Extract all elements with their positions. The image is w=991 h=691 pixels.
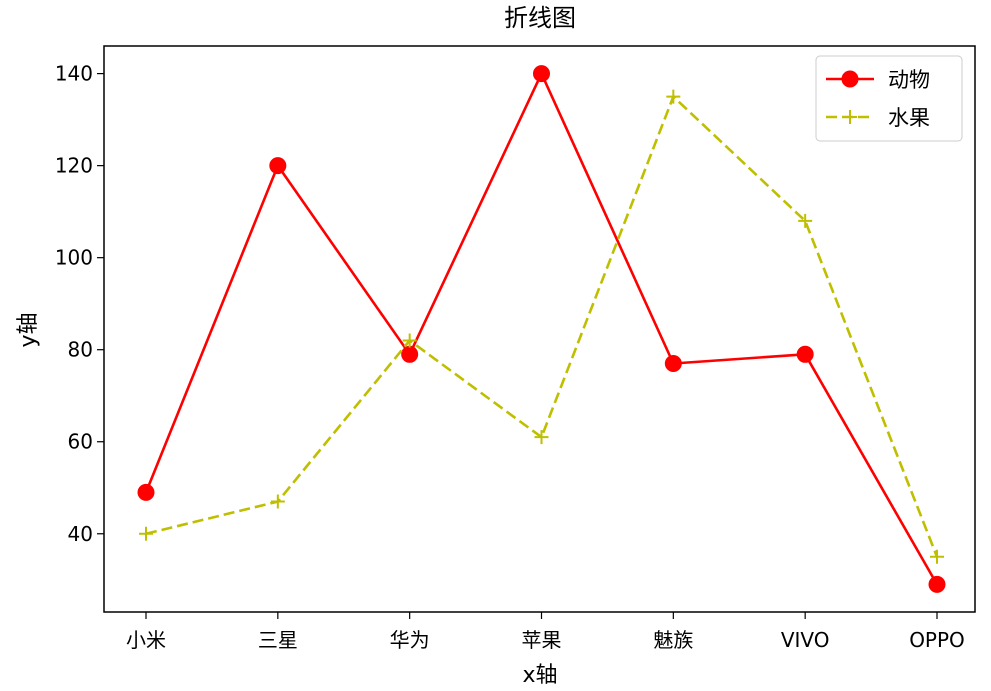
y-tick-label: 80 bbox=[68, 338, 93, 362]
data-point bbox=[930, 549, 944, 564]
x-tick-label: OPPO bbox=[909, 628, 965, 652]
x-tick-label: 魅族 bbox=[653, 628, 693, 652]
data-point bbox=[928, 575, 946, 593]
y-tick-label: 140 bbox=[55, 62, 93, 86]
x-axis-ticks: 小米 三星 华为 苹果 魅族 VIVO OPPO bbox=[126, 612, 965, 652]
data-point bbox=[402, 333, 417, 348]
x-axis-label: x轴 bbox=[522, 663, 557, 688]
y-tick-label: 120 bbox=[55, 154, 93, 178]
data-point bbox=[666, 89, 681, 104]
legend-label: 动物 bbox=[888, 68, 930, 92]
x-tick-label: 小米 bbox=[126, 628, 166, 652]
series-line bbox=[145, 95, 939, 558]
data-point bbox=[664, 355, 682, 373]
chart-title: 折线图 bbox=[504, 4, 576, 32]
legend-marker bbox=[843, 110, 857, 124]
data-point bbox=[533, 65, 550, 83]
data-point bbox=[137, 483, 155, 501]
data-point bbox=[798, 213, 813, 228]
x-tick-label: 华为 bbox=[390, 628, 430, 652]
data-point bbox=[270, 494, 285, 509]
y-tick-label: 60 bbox=[68, 430, 93, 454]
data-point bbox=[139, 526, 153, 541]
data-point bbox=[796, 345, 814, 363]
y-tick-label: 40 bbox=[68, 522, 93, 546]
y-axis-label: y轴 bbox=[16, 312, 41, 347]
data-point bbox=[269, 157, 287, 175]
data-point bbox=[534, 430, 549, 445]
y-tick-label: 100 bbox=[55, 246, 93, 270]
legend-label: 水果 bbox=[888, 106, 930, 130]
x-tick-label: 苹果 bbox=[522, 628, 562, 652]
legend-marker bbox=[841, 70, 859, 88]
x-tick-label: 三星 bbox=[258, 628, 298, 652]
x-tick-label: VIVO bbox=[781, 628, 830, 652]
series-2 bbox=[139, 89, 944, 564]
series-layer bbox=[137, 65, 946, 593]
series-1 bbox=[137, 65, 946, 593]
series-line bbox=[144, 72, 939, 586]
y-axis-ticks: 40 60 80 100 120 140 bbox=[55, 62, 104, 546]
data-point bbox=[401, 345, 419, 363]
plot-frame bbox=[103, 45, 976, 613]
